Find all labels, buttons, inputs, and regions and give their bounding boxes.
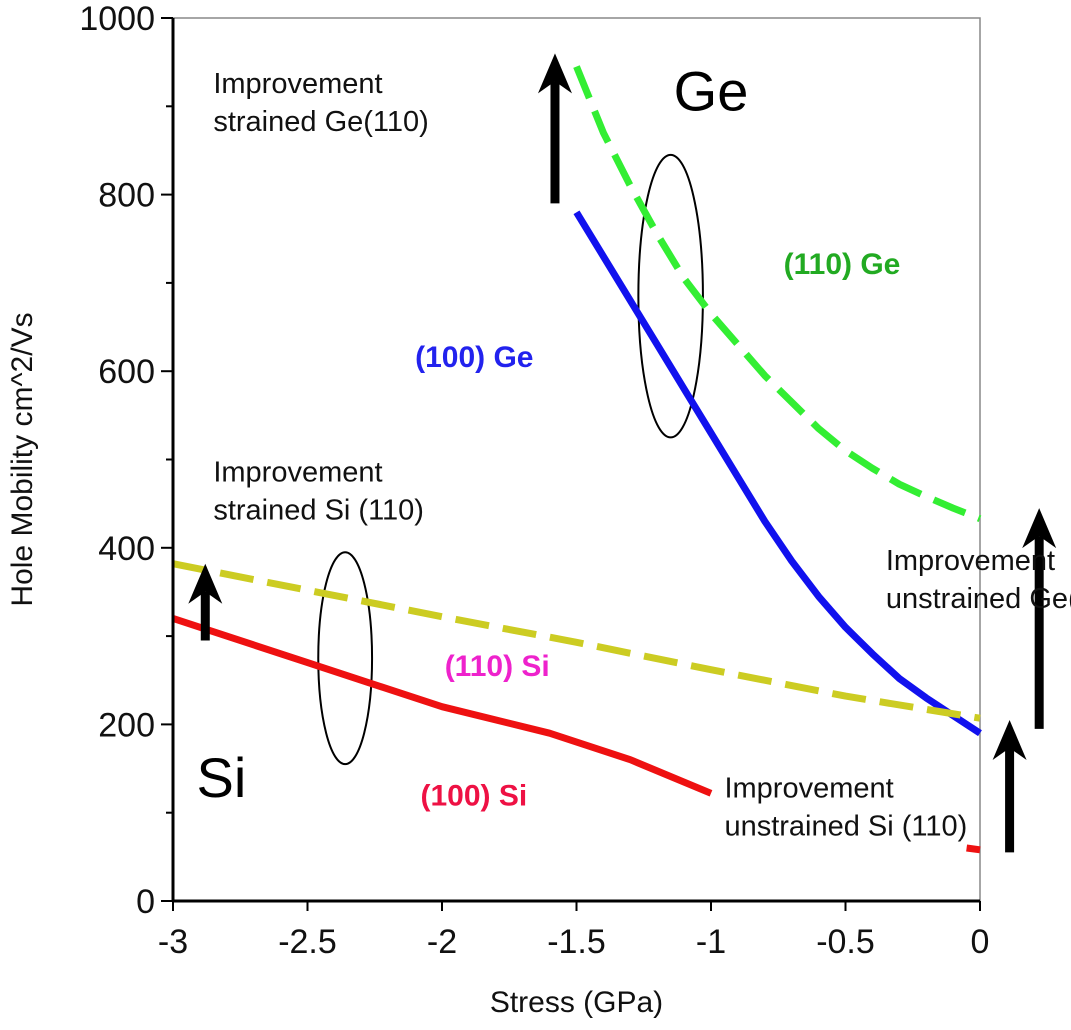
improvement-annotation: Improvement strained Si (110) xyxy=(213,457,424,527)
annotation-line: Improvement xyxy=(213,457,382,489)
annotation-line: Improvement xyxy=(213,68,382,100)
x-tick-label: -1 xyxy=(696,923,726,961)
annotation-line: Improvement xyxy=(886,545,1055,577)
series-line xyxy=(573,65,982,522)
series-line xyxy=(966,844,981,854)
annotation-line: Improvement xyxy=(724,773,893,805)
annotation-line: unstrained Si (110) xyxy=(724,811,967,843)
x-axis-title: Stress (GPa) xyxy=(490,986,663,1019)
series-label: (110) Ge xyxy=(784,248,901,281)
improvement-arrow-head xyxy=(188,563,223,604)
y-tick-label: 1000 xyxy=(79,0,155,38)
x-tick-label: -3 xyxy=(158,923,188,961)
x-tick-label: 0 xyxy=(971,923,990,961)
improvement-arrow-head xyxy=(537,53,572,94)
series-label: (100) Ge xyxy=(415,341,533,374)
grouping-ellipse xyxy=(637,153,704,439)
x-tick-label: -2 xyxy=(427,923,457,961)
y-tick-label: 0 xyxy=(136,883,155,921)
improvement-annotation: Improvement unstrained Si (110) xyxy=(724,773,967,843)
y-tick-label: 400 xyxy=(98,530,155,568)
y-tick-label: 800 xyxy=(98,177,155,215)
grouping-ellipse xyxy=(317,551,374,766)
plot-area xyxy=(172,17,981,902)
series-line xyxy=(172,560,981,722)
series-label: (100) Si xyxy=(420,780,527,813)
x-tick-label: -1.5 xyxy=(547,923,606,961)
improvement-arrow-head xyxy=(1022,508,1057,549)
y-axis-title: Hole Mobility cm^2/Vs xyxy=(6,312,39,606)
improvement-annotation: Improvement strained Ge(110) xyxy=(213,68,428,138)
y-tick-label: 600 xyxy=(98,353,155,391)
annotation-line: strained Ge(110) xyxy=(213,106,428,138)
y-tick-label: 200 xyxy=(98,706,155,744)
series-label: (110) Si xyxy=(445,650,550,683)
series-line xyxy=(573,210,982,737)
material-label: Ge xyxy=(674,60,749,123)
series-line xyxy=(171,615,713,797)
x-tick-label: -0.5 xyxy=(816,923,875,961)
x-tick-label: -2.5 xyxy=(278,923,337,961)
annotation-line: unstrained Ge(110) xyxy=(886,583,1071,615)
material-label: Si xyxy=(197,746,247,809)
improvement-arrow-head xyxy=(992,719,1027,760)
improvement-annotation: Improvement unstrained Ge(110) xyxy=(886,545,1071,615)
annotation-line: strained Si (110) xyxy=(213,495,424,527)
